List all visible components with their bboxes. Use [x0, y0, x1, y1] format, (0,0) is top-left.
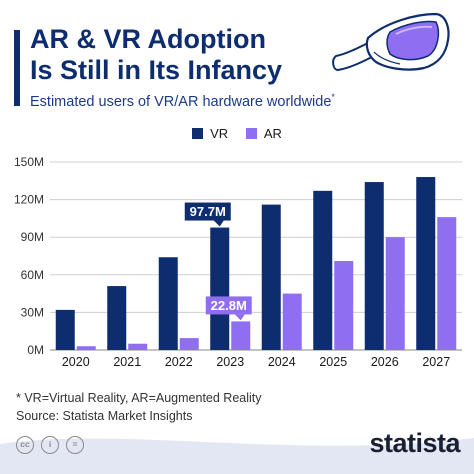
- no-derivatives-icon: =: [66, 436, 84, 454]
- title-line-2: Is Still in Its Infancy: [30, 55, 283, 85]
- bar-vr-2026: [364, 182, 384, 350]
- y-tick-label: 60M: [21, 268, 44, 282]
- bar-vr-2024: [261, 204, 281, 350]
- x-tick-label: 2027: [422, 355, 450, 369]
- x-tick-label: 2023: [216, 355, 244, 369]
- bar-ar-2025: [334, 261, 354, 350]
- y-tick-label: 0M: [27, 343, 44, 357]
- bar-ar-2020: [76, 346, 96, 350]
- brand-wordmark: statista: [369, 428, 460, 458]
- creative-commons-icon: cc: [16, 436, 34, 454]
- source-note: Source: Statista Market Insights: [16, 409, 193, 423]
- legend-item-vr: VR: [192, 126, 228, 141]
- title-accent-bar: [14, 30, 20, 106]
- bar-ar-2023: [231, 321, 251, 350]
- bar-chart: 0M 30M 60M 90M 120M 150M 2020 2021 2022 2023 2024 2…: [14, 155, 462, 369]
- bar-ar-2024: [282, 293, 302, 350]
- bar-ar-2026: [385, 237, 405, 350]
- x-tick-label: 2020: [62, 355, 90, 369]
- x-tick-label: 2025: [319, 355, 347, 369]
- bar-vr-2022: [158, 257, 178, 350]
- legend-item-ar: AR: [245, 126, 282, 141]
- legend-label-ar: AR: [263, 126, 282, 141]
- x-tick-label: 2024: [268, 355, 296, 369]
- chart-subtitle: Estimated users of VR/AR hardware worldw…: [30, 92, 335, 110]
- bar-ar-2027: [437, 217, 457, 350]
- bar-ar-2021: [128, 343, 148, 350]
- chart-legend: VR AR: [0, 126, 474, 141]
- footnote: * VR=Virtual Reality, AR=Augmented Reali…: [16, 391, 262, 405]
- y-tick-label: 150M: [14, 155, 44, 169]
- callout-box: [205, 296, 252, 315]
- vr-headset-icon: [332, 12, 450, 72]
- x-tick-label: 2022: [165, 355, 193, 369]
- subtitle-footnote-mark: *: [331, 92, 335, 102]
- legend-label-vr: VR: [210, 126, 229, 141]
- legend-swatch-vr: [192, 128, 204, 139]
- bar-vr-2025: [313, 190, 333, 350]
- callout-pointer: [213, 220, 224, 227]
- y-tick-label: 90M: [21, 230, 44, 244]
- title-line-1: AR & VR Adoption: [30, 24, 266, 54]
- legend-swatch-ar: [245, 128, 257, 139]
- chart-title: AR & VR Adoption Is Still in Its Infancy: [30, 24, 330, 86]
- bar-vr-2021: [107, 286, 127, 350]
- statista-logo: statista: [369, 428, 460, 459]
- bar-vr-2023: [210, 227, 230, 350]
- bar-ar-2022: [179, 338, 199, 350]
- callout-box: [184, 202, 231, 221]
- footer-wave: [0, 438, 474, 474]
- y-tick-label: 120M: [14, 193, 44, 207]
- y-tick-label: 30M: [21, 305, 44, 319]
- bar-vr-2027: [416, 177, 436, 350]
- subtitle-text: Estimated users of VR/AR hardware worldw…: [30, 93, 332, 110]
- callout-label: 97.7M: [190, 204, 226, 219]
- bar-vr-2020: [55, 309, 75, 350]
- x-tick-label: 2026: [371, 355, 399, 369]
- attribution-icon: i: [41, 436, 59, 454]
- x-tick-label: 2021: [113, 355, 141, 369]
- callout-label: 22.8M: [211, 298, 247, 313]
- callout-pointer: [234, 314, 245, 321]
